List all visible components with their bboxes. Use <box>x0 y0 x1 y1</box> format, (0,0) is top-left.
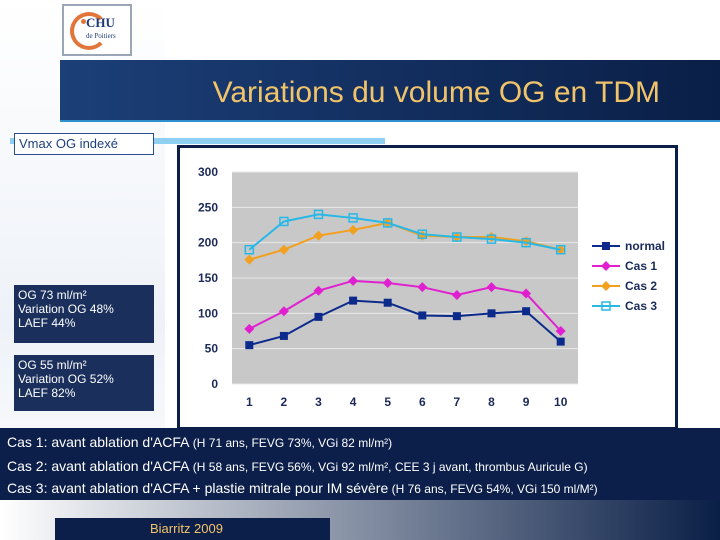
case-2-detail: (H 58 ans, FEVG 56%, VGi 92 ml/m², CEE 3… <box>189 460 588 474</box>
y-tick-label: 300 <box>198 165 218 179</box>
x-tick-label: 8 <box>488 395 495 409</box>
data-point <box>349 296 358 305</box>
data-point <box>521 237 531 248</box>
legend-marker <box>602 242 610 250</box>
data-point <box>522 307 531 316</box>
vmax-label: Vmax OG indexé <box>14 133 154 155</box>
footer-dark-bar <box>55 518 330 540</box>
y-tick-label: 0 <box>211 377 218 391</box>
data-point <box>451 289 462 300</box>
y-tick-label: 50 <box>205 342 219 356</box>
box1-line2: Variation OG 48% <box>18 302 114 316</box>
x-tick-label: 6 <box>419 395 426 409</box>
x-tick-label: 7 <box>454 395 461 409</box>
accent-line <box>10 138 385 144</box>
data-point <box>555 244 566 255</box>
logo-dot-icon <box>81 19 86 24</box>
data-point <box>278 244 289 255</box>
data-point <box>245 341 254 350</box>
box1-line3: LAEF 44% <box>18 316 76 330</box>
box2-line3: LAEF 82% <box>18 386 76 400</box>
x-tick-label: 9 <box>523 395 530 409</box>
box2-line2: Variation OG 52% <box>18 372 114 386</box>
data-point <box>279 216 289 227</box>
x-tick-label: 5 <box>384 395 391 409</box>
x-tick-label: 4 <box>350 395 357 409</box>
data-point <box>556 337 565 346</box>
chu-logo: CHU de Poitiers <box>62 4 132 56</box>
case-3-description: Cas 3: avant ablation d'ACFA + plastie m… <box>7 480 598 496</box>
legend-marker <box>601 301 611 311</box>
y-tick-label: 200 <box>198 236 218 250</box>
x-tick-label: 10 <box>554 395 568 409</box>
series-line <box>248 213 561 251</box>
data-point <box>279 331 288 340</box>
data-point <box>452 312 461 321</box>
case-1-detail: (H 71 ans, FEVG 73%, VGi 82 ml/m²) <box>189 436 393 450</box>
case-1-main: Cas 1: avant ablation d'ACFA <box>7 434 190 450</box>
x-tick-label: 1 <box>246 395 253 409</box>
data-point <box>555 326 566 336</box>
y-tick-label: 100 <box>198 306 218 320</box>
legend-marker <box>601 281 611 291</box>
legend-label: normal <box>625 239 665 253</box>
line-chart: 0 50 100 150 200 250 300 1 2 3 4 5 6 7 8 9 10 normal Cas 1… <box>198 165 665 409</box>
y-tick-label: 150 <box>198 271 218 285</box>
data-point <box>383 298 392 307</box>
data-point <box>244 244 255 255</box>
data-point <box>417 229 428 239</box>
legend-label: Cas 2 <box>625 279 657 293</box>
data-point <box>278 306 289 317</box>
case-3-detail: (H 76 ans, FEVG 54%, VGi 150 ml/M²) <box>388 482 598 496</box>
case-1-description: Cas 1: avant ablation d'ACFA (H 71 ans, … <box>7 434 392 450</box>
data-point <box>382 218 393 228</box>
data-point <box>486 234 497 244</box>
series-line <box>249 299 562 347</box>
data-point <box>382 277 393 288</box>
box1-line1: OG 73 ml/m² <box>18 288 87 302</box>
case-info-box-2: OG 55 ml/m² Variation OG 52% LAEF 82% <box>14 355 154 411</box>
slide-title: Variations du volume OG en TDM <box>212 76 660 109</box>
legend-label: Cas 1 <box>625 259 657 273</box>
chart-frame: 0 50 100 150 200 250 300 1 2 3 4 5 6 7 8 9 10 normal Cas 1… <box>177 145 678 430</box>
data-point <box>521 288 532 299</box>
series-line <box>248 279 562 332</box>
data-point <box>417 282 428 293</box>
logo-ring-icon <box>70 12 108 50</box>
case-info-box-1: OG 73 ml/m² Variation OG 48% LAEF 44% <box>14 285 154 343</box>
data-point <box>348 213 358 223</box>
case-3-main: Cas 3: avant ablation d'ACFA + plastie m… <box>7 480 389 496</box>
data-point <box>452 232 462 242</box>
case-2-description: Cas 2: avant ablation d'ACFA (H 58 ans, … <box>7 458 588 474</box>
case-2-main: Cas 2: avant ablation d'ACFA <box>7 458 190 474</box>
data-point <box>555 244 566 255</box>
data-point <box>313 209 324 220</box>
data-point <box>486 282 497 293</box>
x-tick-label: 2 <box>281 395 288 409</box>
data-point <box>348 275 359 286</box>
data-point <box>313 285 324 296</box>
data-point <box>418 311 427 320</box>
data-point <box>244 323 255 334</box>
legend-marker <box>601 261 611 271</box>
data-point <box>348 224 359 235</box>
x-tick-label: 3 <box>315 395 322 409</box>
data-point <box>314 312 323 321</box>
data-point <box>313 230 324 241</box>
box2-line1: OG 55 ml/m² <box>18 358 87 372</box>
logo-name: CHU <box>86 15 115 30</box>
y-tick-label: 250 <box>198 200 218 214</box>
logo-subtitle: de Poitiers <box>86 32 116 40</box>
title-band: Variations du volume OG en TDM <box>60 60 720 122</box>
data-point <box>487 309 496 318</box>
case-description-band: Cas 1: avant ablation d'ACFA (H 71 ans, … <box>0 428 720 500</box>
footer-text: Biarritz 2009 <box>150 521 223 536</box>
legend-label: Cas 3 <box>625 299 657 313</box>
